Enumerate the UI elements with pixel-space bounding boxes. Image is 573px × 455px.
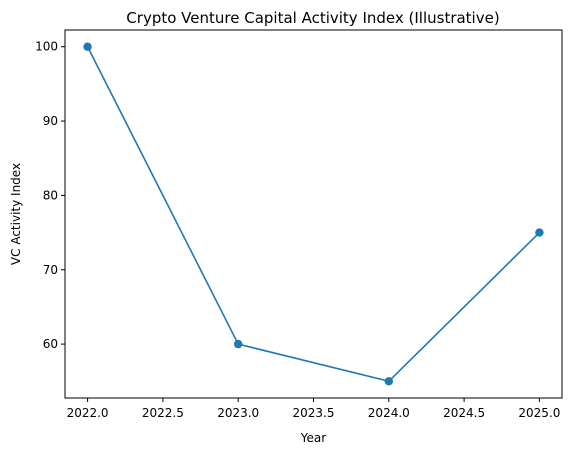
x-axis-label: Year	[300, 431, 326, 445]
x-tick-label: 2024.5	[443, 406, 485, 420]
x-tick-label: 2025.0	[518, 406, 560, 420]
axes-frame	[64, 29, 563, 399]
data-point	[384, 377, 394, 386]
y-tick-label: 90	[43, 114, 58, 128]
y-tick-label: 60	[43, 337, 58, 351]
x-tick-label: 2022.5	[142, 406, 184, 420]
data-point	[535, 228, 544, 237]
y-tick-label: 80	[43, 188, 58, 202]
data-point	[233, 339, 243, 349]
y-axis-label: VC Activity Index	[9, 163, 23, 265]
x-tick-label: 2024.0	[368, 406, 410, 420]
x-tick-label: 2023.5	[293, 406, 335, 420]
chart-title: Crypto Venture Capital Activity Index (I…	[126, 9, 499, 27]
y-tick-label: 70	[43, 263, 58, 277]
x-tick-label: 2023.0	[217, 406, 259, 420]
plot-area: 2022.0 2022.5 2023.0 2023.5 2024.0 2024.5 2025…	[35, 40, 560, 420]
x-tick-label: 2022.0	[67, 406, 109, 420]
data-point	[83, 42, 92, 51]
y-tick-label: 100	[35, 40, 58, 54]
series-line	[86, 46, 540, 383]
